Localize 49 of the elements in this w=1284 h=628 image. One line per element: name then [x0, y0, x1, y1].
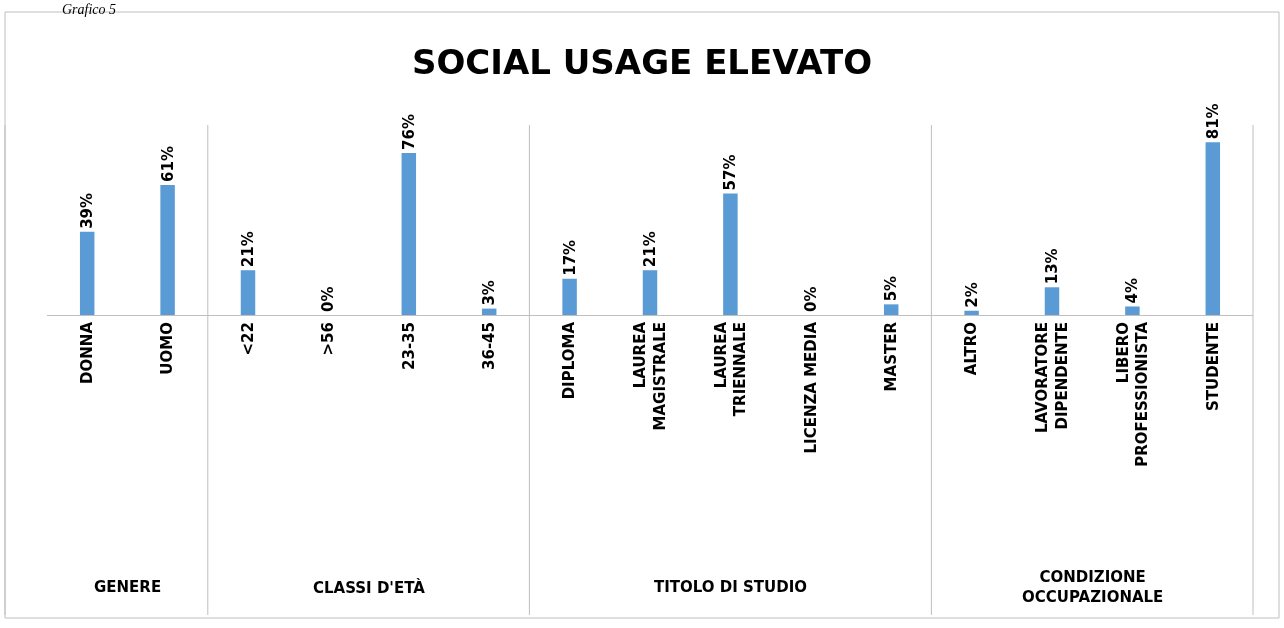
- bar: [642, 270, 658, 315]
- data-label: 81%: [1203, 103, 1222, 140]
- bar: [1044, 287, 1060, 315]
- bar: [481, 308, 497, 315]
- data-label: 76%: [399, 114, 418, 150]
- text: GENERE: [94, 578, 162, 596]
- data-label: 0%: [801, 286, 820, 312]
- x-tick-label: LAUREA TRIENNALE: [711, 321, 750, 417]
- data-label: 4%: [1123, 278, 1142, 304]
- data-label: 21%: [239, 231, 257, 268]
- bar: [964, 310, 979, 315]
- x-tick-label: LICENZA MEDIA: [801, 321, 820, 454]
- bar: [883, 304, 899, 315]
- data-label: 13%: [1043, 248, 1061, 285]
- data-label: 5%: [882, 275, 901, 302]
- x-tick-label: DIPLOMA: [560, 321, 579, 400]
- text: Grafico 5: [62, 2, 117, 17]
- data-label: 61%: [158, 146, 177, 182]
- x-tick-label: LIBERO PROFESSIONISTA: [1113, 321, 1152, 467]
- x-tick-label: STUDENTE: [1203, 322, 1222, 411]
- x-tick-label: MASTER: [882, 321, 901, 392]
- x-tick-label: 23-35: [399, 322, 418, 370]
- data-label: 3%: [480, 280, 499, 306]
- data-label: 39%: [78, 192, 97, 229]
- bar: [160, 184, 175, 315]
- chart-title: SOCIAL USAGE ELEVATO: [411, 41, 873, 82]
- x-tick-label: 36-45: [480, 322, 499, 370]
- bar: [240, 270, 256, 315]
- bar: [1205, 142, 1221, 315]
- data-label: 57%: [721, 154, 740, 191]
- bar: [723, 193, 738, 315]
- bar: [79, 231, 95, 315]
- text: CONDIZIONE OCCUPAZIONALE: [1022, 568, 1164, 606]
- x-tick-label: <22: [238, 322, 257, 356]
- text: TITOLO DI STUDIO: [654, 578, 808, 596]
- x-tick-label: >56: [319, 322, 338, 356]
- x-tick-label: DONNA: [78, 321, 97, 384]
- data-label: 0%: [319, 286, 338, 312]
- bar: [1125, 306, 1140, 315]
- data-label: 17%: [560, 239, 579, 276]
- bar: [562, 278, 577, 315]
- text: CLASSI D'ETÀ: [313, 578, 426, 597]
- bar: [401, 152, 417, 315]
- x-tick-label: UOMO: [158, 322, 177, 375]
- x-tick-label: LAVORATORE DIPENDENTE: [1033, 322, 1071, 434]
- data-label: 21%: [641, 231, 659, 268]
- x-tick-label: LAUREA MAGISTRALE: [631, 321, 669, 431]
- x-tick-label: ALTRO: [962, 322, 981, 376]
- data-label: 2%: [962, 282, 981, 308]
